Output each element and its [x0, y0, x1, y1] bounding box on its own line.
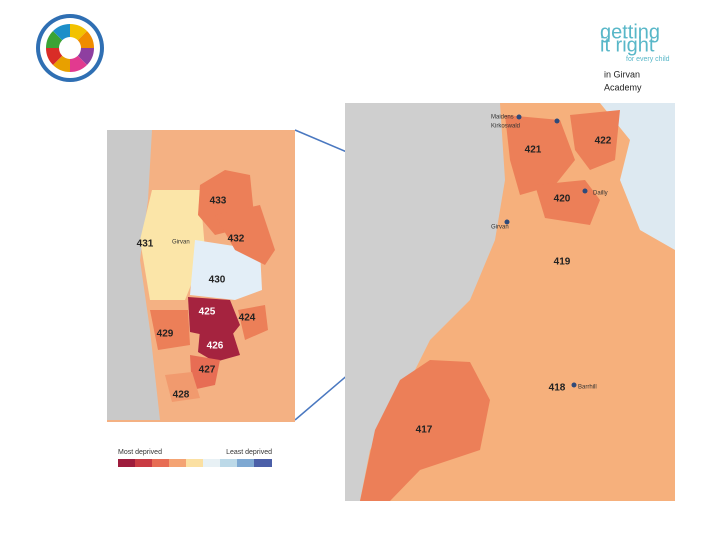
place-dot: [571, 382, 577, 388]
place-dot: [582, 188, 588, 194]
location-text: in Girvan: [604, 69, 640, 79]
legend-high: Least deprived: [226, 449, 272, 456]
zone-label: 432: [228, 234, 245, 245]
place-label: Barrhill: [578, 385, 597, 391]
place-label: Dailly: [593, 191, 608, 197]
wheel-logo: [36, 14, 104, 82]
location-text: Academy: [604, 82, 642, 92]
zone-label: 425: [199, 307, 216, 318]
zone-label: 419: [554, 257, 571, 268]
place-label: Kirkoswald: [491, 124, 520, 130]
place-dot: [554, 118, 560, 124]
place-label: Maidens: [491, 115, 514, 121]
zone-label: 433: [210, 196, 227, 207]
legend-low: Most deprived: [118, 449, 162, 456]
zone-label: 420: [554, 194, 571, 205]
logo-line: getting: [600, 21, 660, 43]
zone-label: 417: [416, 425, 433, 436]
place-label: Girvan: [491, 225, 509, 231]
zone-label: 428: [173, 390, 190, 401]
zone-label: 426: [207, 341, 224, 352]
logo-line: it right: [600, 34, 655, 56]
zone-label: 430: [209, 275, 226, 286]
zone-label: 427: [199, 365, 216, 376]
zone-label: 424: [239, 313, 256, 324]
place-dot: [504, 219, 510, 225]
place-label: Girvan: [172, 240, 190, 246]
left-map: [107, 130, 295, 422]
zone-label: 429: [157, 329, 174, 340]
zone-label: 421: [525, 145, 542, 156]
place-dot: [516, 114, 522, 120]
zone-label: 431: [137, 239, 154, 250]
zone-label: 422: [595, 136, 612, 147]
right-map: [345, 103, 675, 501]
logo-tagline: for every child: [626, 56, 670, 63]
legend: Most deprived Least deprived: [118, 449, 272, 467]
zone-label: 418: [549, 383, 566, 394]
